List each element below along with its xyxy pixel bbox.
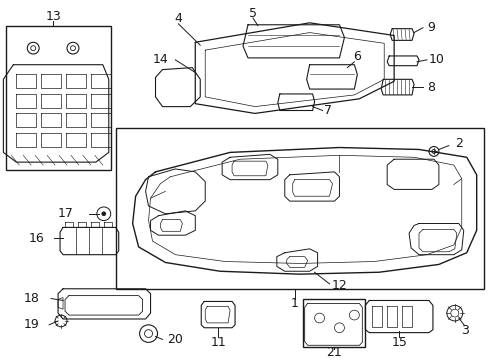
Text: 1: 1 [291,297,298,310]
Text: 15: 15 [391,336,407,349]
Text: 4: 4 [174,13,182,26]
Text: 7: 7 [323,104,332,117]
Text: 17: 17 [58,207,74,220]
Text: 16: 16 [28,231,44,245]
Text: 13: 13 [45,10,61,23]
Text: 10: 10 [429,53,445,66]
Text: 19: 19 [24,318,39,331]
Circle shape [102,212,106,216]
Text: 12: 12 [332,279,347,292]
Bar [6,26,111,170]
Text: 3: 3 [461,324,468,337]
Text: 6: 6 [353,50,361,63]
Text: 8: 8 [427,81,435,94]
Text: 2: 2 [455,137,463,150]
Text: 18: 18 [24,292,39,305]
Bar [116,128,484,289]
Text: 14: 14 [152,53,169,66]
Text: 5: 5 [249,6,257,19]
Bar [303,298,366,347]
Text: 20: 20 [168,333,183,346]
Text: 11: 11 [210,336,226,349]
Text: 9: 9 [427,21,435,34]
Text: 21: 21 [327,346,343,359]
